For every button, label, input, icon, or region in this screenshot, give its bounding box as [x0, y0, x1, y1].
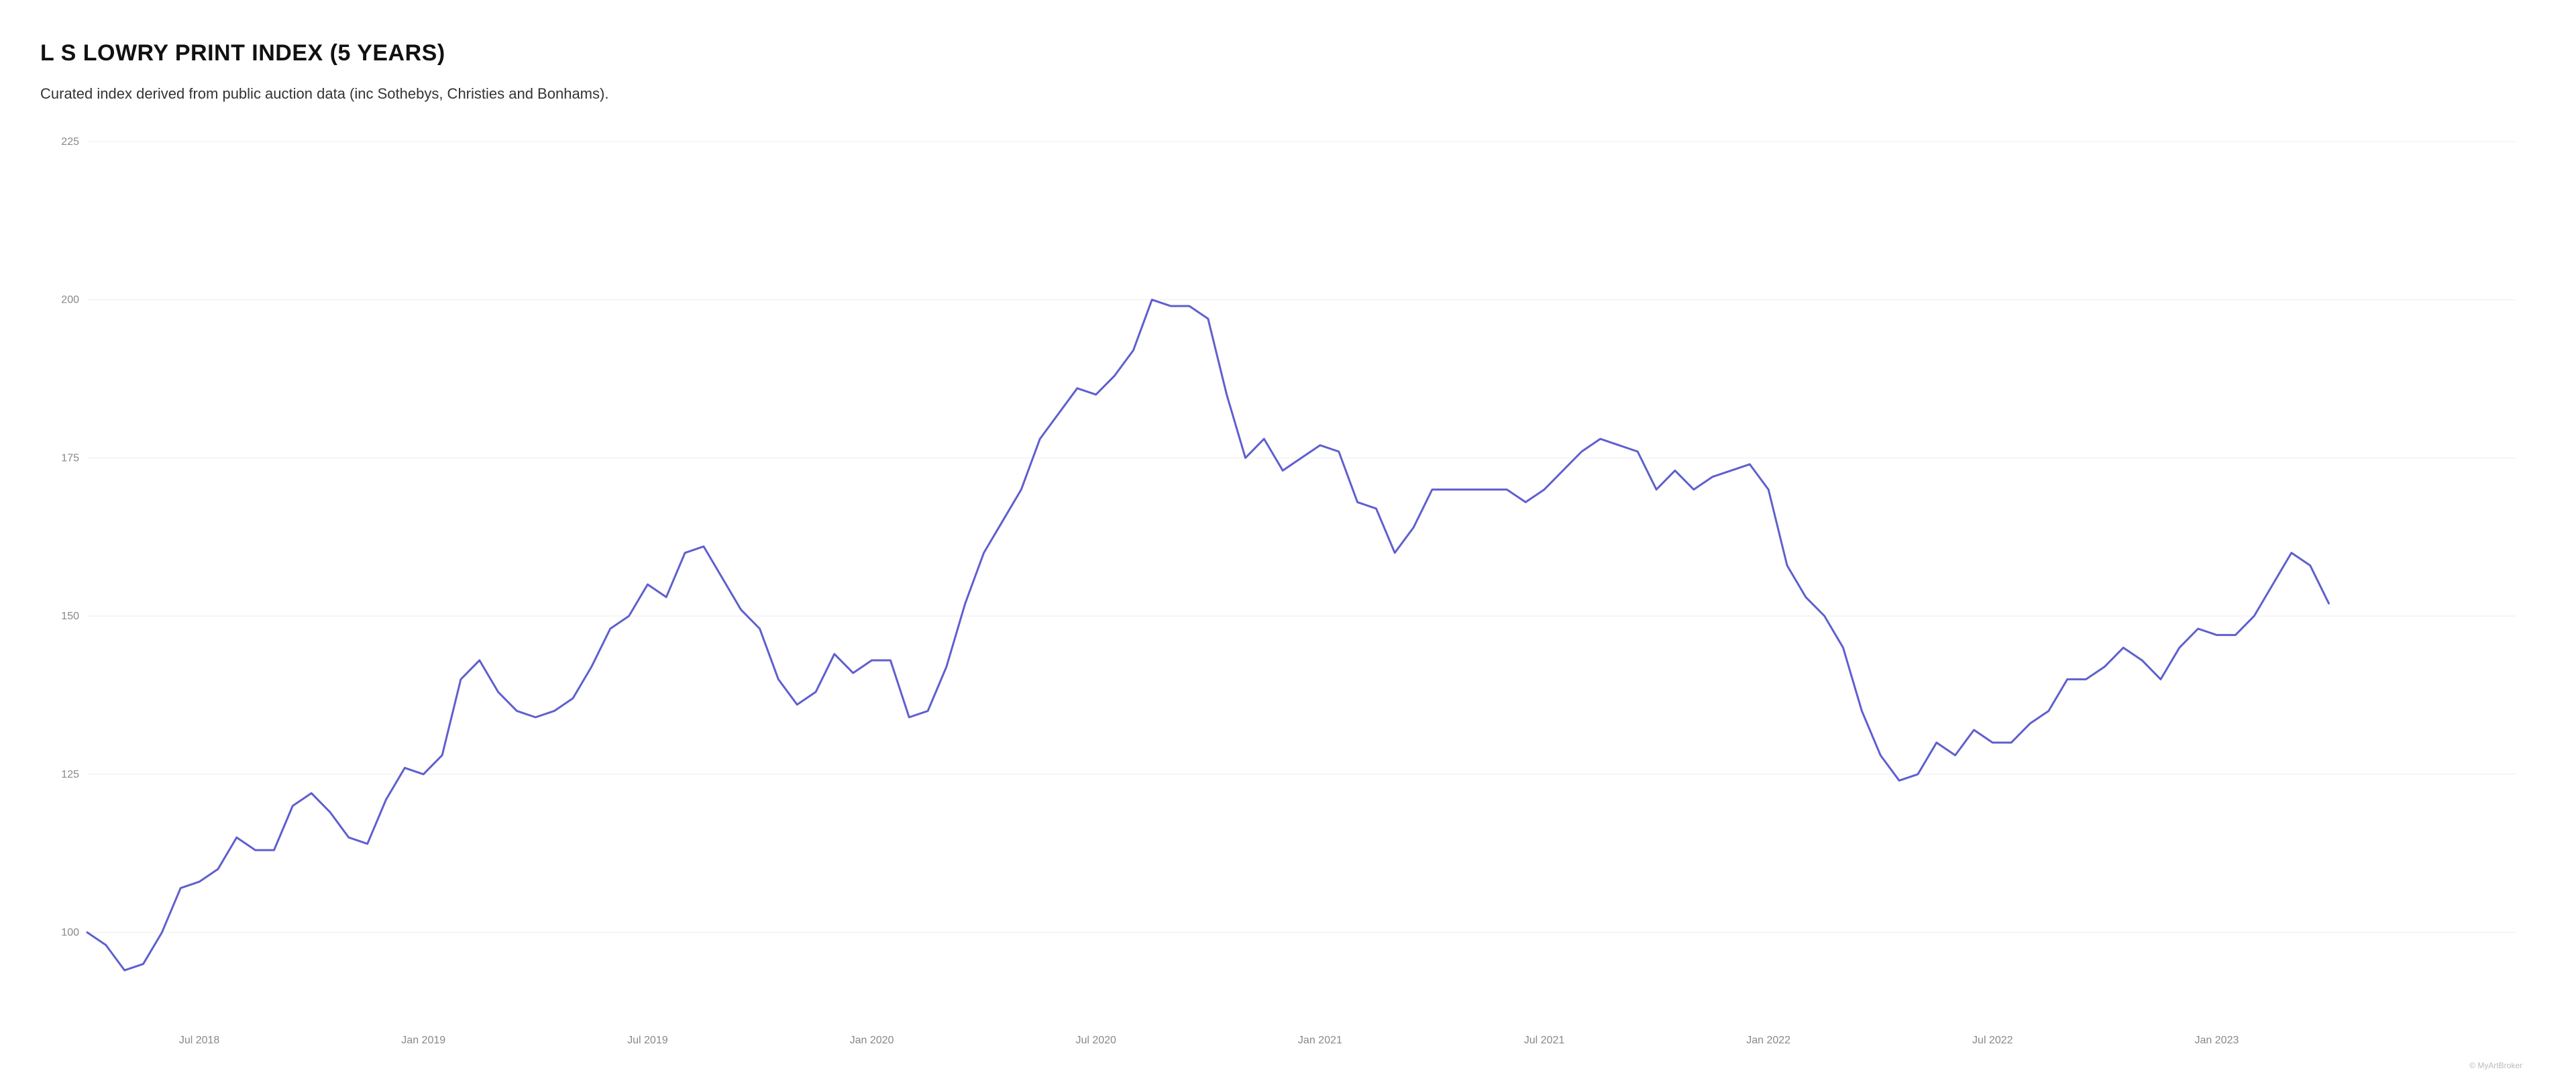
- svg-text:Jan 2023: Jan 2023: [2195, 1035, 2239, 1046]
- svg-text:175: 175: [61, 452, 79, 464]
- svg-text:125: 125: [61, 769, 79, 780]
- svg-text:Jan 2020: Jan 2020: [850, 1035, 894, 1046]
- svg-text:225: 225: [61, 136, 79, 148]
- svg-text:Jul 2022: Jul 2022: [1972, 1035, 2013, 1046]
- svg-text:Jan 2019: Jan 2019: [401, 1035, 445, 1046]
- attribution-text: © MyArtBroker: [40, 1061, 2536, 1076]
- chart-container: 100 125 150 175 200 225 Jul 2018 Jan 2019 Jul 20…: [40, 135, 2536, 1061]
- chart-title: L S LOWRY PRINT INDEX (5 YEARS): [40, 40, 2536, 66]
- svg-text:200: 200: [61, 295, 79, 306]
- svg-text:Jan 2022: Jan 2022: [1746, 1035, 1790, 1046]
- svg-text:Jan 2021: Jan 2021: [1298, 1035, 1342, 1046]
- svg-text:150: 150: [61, 611, 79, 622]
- svg-text:Jul 2019: Jul 2019: [627, 1035, 668, 1046]
- svg-text:100: 100: [61, 927, 79, 939]
- svg-text:Jul 2018: Jul 2018: [179, 1035, 220, 1046]
- line-chart: 100 125 150 175 200 225 Jul 2018 Jan 2019 Jul 20…: [40, 135, 2536, 1061]
- chart-subtitle: Curated index derived from public auctio…: [40, 85, 2536, 103]
- svg-text:Jul 2021: Jul 2021: [1524, 1035, 1565, 1046]
- svg-text:Jul 2020: Jul 2020: [1075, 1035, 1116, 1046]
